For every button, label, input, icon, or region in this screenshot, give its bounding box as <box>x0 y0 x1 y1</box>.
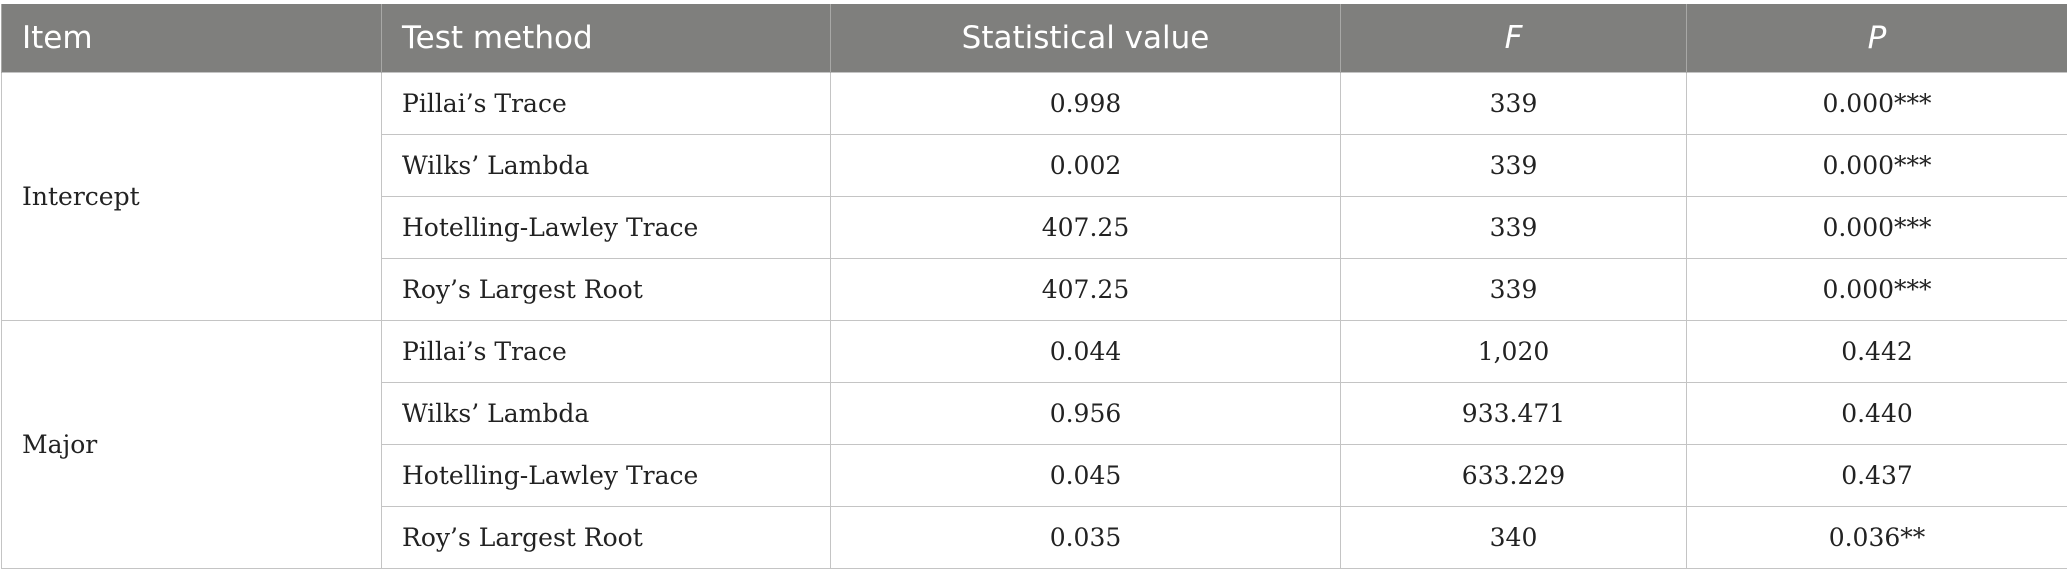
stat-cell: 0.998 <box>830 72 1341 135</box>
table-wrapper: Item Test method Statistical value F P I… <box>1 4 2067 569</box>
method-cell: Roy’s Largest Root <box>381 258 831 321</box>
manova-results-table: Item Test method Statistical value F P I… <box>1 4 2067 569</box>
method-cell: Pillai’s Trace <box>381 320 831 383</box>
f-cell: 1,020 <box>1340 320 1687 383</box>
p-cell: 0.437 <box>1686 444 2067 507</box>
method-cell: Wilks’ Lambda <box>381 382 831 445</box>
method-cell: Roy’s Largest Root <box>381 506 831 569</box>
p-cell: 0.000*** <box>1686 258 2067 321</box>
item-cell: Major <box>1 320 382 569</box>
method-cell: Pillai’s Trace <box>381 72 831 135</box>
table-row: Roy’s Largest Root 0.035 340 0.036** <box>2 506 2067 569</box>
header-p: P <box>1686 4 2067 73</box>
p-cell: 0.440 <box>1686 382 2067 445</box>
table-row: Major Pillai’s Trace 0.044 1,020 0.442 <box>1 320 2067 569</box>
stat-cell: 407.25 <box>830 196 1341 259</box>
table-row: Intercept Pillai’s Trace 0.998 339 0.000… <box>1 72 2067 321</box>
stat-cell: 407.25 <box>830 258 1341 321</box>
stat-cell: 0.035 <box>830 506 1341 569</box>
table-row: Wilks’ Lambda 0.956 933.471 0.440 <box>2 382 2067 445</box>
stat-cell: 0.044 <box>830 320 1341 383</box>
table-row: Hotelling-Lawley Trace 0.045 633.229 0.4… <box>2 444 2067 507</box>
table-row: Hotelling-Lawley Trace 407.25 339 0.000*… <box>2 196 2067 259</box>
header-statistical-value: Statistical value <box>830 4 1341 73</box>
p-cell: 0.000*** <box>1686 196 2067 259</box>
header-f: F <box>1340 4 1687 73</box>
stat-cell: 0.045 <box>830 444 1341 507</box>
header-test-method: Test method <box>381 4 831 73</box>
method-cell: Wilks’ Lambda <box>381 134 831 197</box>
stat-cell: 0.002 <box>830 134 1341 197</box>
f-cell: 339 <box>1340 72 1687 135</box>
p-cell: 0.000*** <box>1686 134 2067 197</box>
method-cell: Hotelling-Lawley Trace <box>381 444 831 507</box>
p-cell: 0.000*** <box>1686 72 2067 135</box>
f-cell: 933.471 <box>1340 382 1687 445</box>
item-cell: Intercept <box>1 72 382 321</box>
p-cell: 0.036** <box>1686 506 2067 569</box>
f-cell: 339 <box>1340 258 1687 321</box>
method-cell: Hotelling-Lawley Trace <box>381 196 831 259</box>
f-cell: 340 <box>1340 506 1687 569</box>
header-item: Item <box>1 4 382 73</box>
p-cell: 0.442 <box>1686 320 2067 383</box>
f-cell: 633.229 <box>1340 444 1687 507</box>
f-cell: 339 <box>1340 196 1687 259</box>
table-row: Roy’s Largest Root 407.25 339 0.000*** <box>2 258 2067 321</box>
stat-cell: 0.956 <box>830 382 1341 445</box>
header-row: Item Test method Statistical value F P <box>1 4 2067 73</box>
f-cell: 339 <box>1340 134 1687 197</box>
